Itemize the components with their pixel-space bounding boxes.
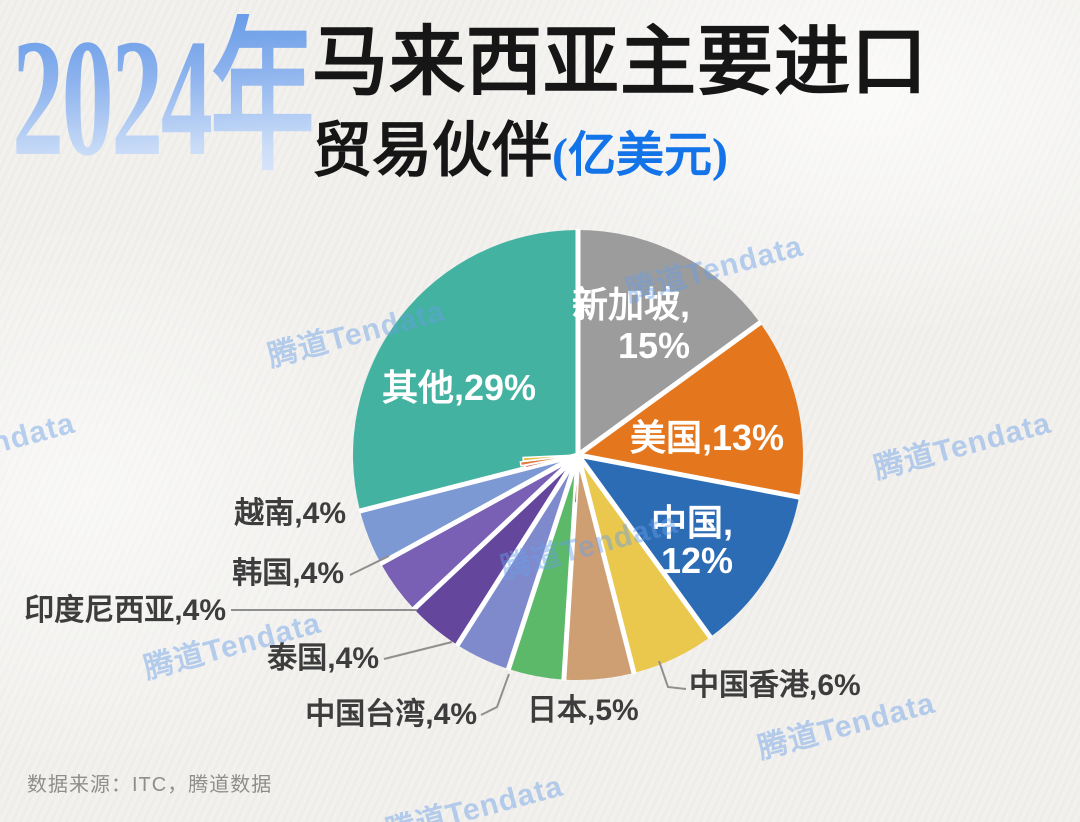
- data-source: 数据来源：ITC，腾道数据: [27, 774, 273, 796]
- slice-label-3: 中国香港,6%: [689, 669, 861, 702]
- slice-gap: [575, 454, 637, 675]
- slice-gap: [505, 454, 581, 671]
- pie-slice-7[interactable]: [414, 455, 578, 645]
- title-block: 马来西亚主要进口 贸易伙伴(亿美元): [312, 21, 928, 184]
- slice-label-2-line1: 12%: [661, 540, 733, 581]
- leader-line-6: [383, 641, 453, 660]
- main-title: 马来西亚主要进口: [312, 21, 928, 105]
- slice-gap: [576, 320, 763, 458]
- slice-label-5: 中国台湾,4%: [305, 697, 477, 731]
- slice-label-0-line1: 15%: [618, 325, 690, 366]
- slice-gap: [454, 453, 581, 648]
- slice-label-2-line0: 中国,: [651, 502, 733, 543]
- year-label: 2024年: [12, 5, 315, 191]
- slice-gap: [378, 452, 580, 567]
- pie-slice-9[interactable]: [360, 455, 578, 564]
- slice-gap: [411, 453, 580, 612]
- leader-line-5: [480, 673, 510, 716]
- pie-slice-0[interactable]: [578, 230, 760, 455]
- pie-slice-8[interactable]: [380, 455, 578, 609]
- pie-slice-2[interactable]: [578, 455, 799, 637]
- subtitle: 贸易伙伴(亿美元): [312, 118, 928, 184]
- slice-label-6: 泰国,4%: [267, 642, 379, 675]
- slice-gap: [575, 453, 713, 640]
- micro-sliver-2: [522, 454, 579, 462]
- pie-slice-6[interactable]: [457, 455, 578, 669]
- micro-sliver-1: [519, 454, 579, 467]
- subtitle-black: 贸易伙伴: [312, 117, 552, 184]
- slice-label-7: 印度尼西亚,4%: [24, 594, 226, 627]
- slice-label-1: 美国,13%: [630, 417, 784, 458]
- slice-label-0-line0: 新加坡,: [572, 284, 690, 325]
- pie-slice-10[interactable]: [353, 230, 578, 511]
- micro-sliver-3: [573, 454, 579, 504]
- pie-slice-1[interactable]: [578, 322, 803, 498]
- subtitle-unit: (亿美元): [552, 128, 728, 182]
- slice-label-10: 其他,29%: [382, 367, 536, 408]
- leader-line-3: [658, 660, 687, 690]
- slice-gap: [577, 452, 801, 500]
- slice-label-4: 日本,5%: [527, 694, 639, 727]
- leader-line-8: [349, 555, 390, 576]
- slice-label-8: 韩国,4%: [232, 557, 344, 590]
- slice-label-9: 越南,4%: [234, 497, 346, 530]
- pie-slice-4[interactable]: [563, 455, 634, 681]
- pie-slice-3[interactable]: [578, 455, 711, 673]
